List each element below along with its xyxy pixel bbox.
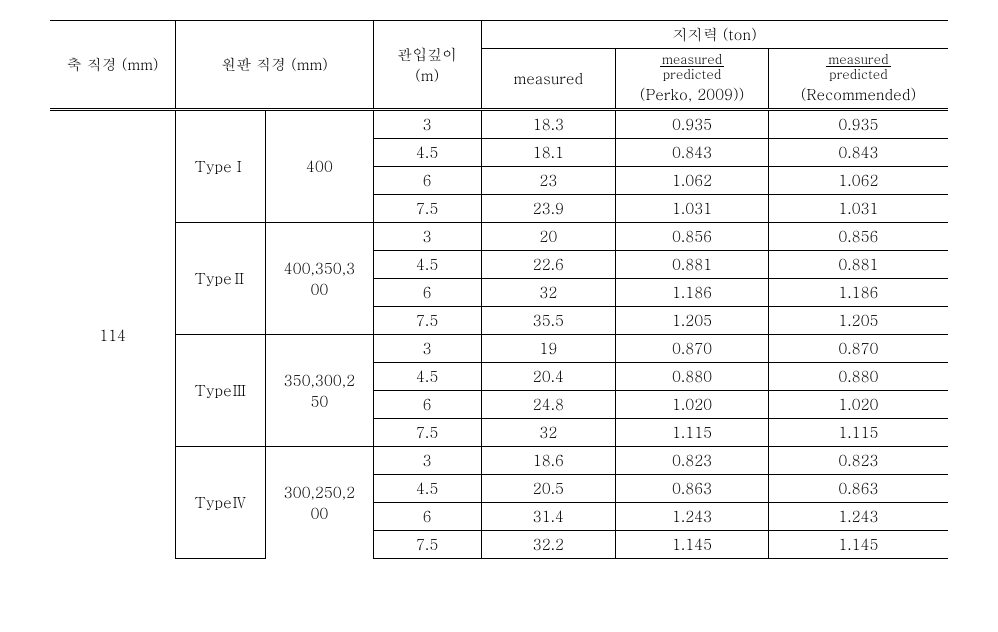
recommended-cell: 0.881 — [768, 251, 948, 279]
col-header-perko: measuredpredicted (Perko, 2009)) — [616, 49, 769, 110]
depth-cell: 7.5 — [373, 195, 481, 223]
perko-cell: 0.935 — [616, 110, 769, 139]
perko-cell: 0.856 — [616, 223, 769, 251]
recommended-cell: 1.186 — [768, 279, 948, 307]
measured-cell: 32 — [481, 279, 616, 307]
recommended-cell: 1.062 — [768, 167, 948, 195]
measured-cell: 32 — [481, 419, 616, 447]
depth-cell: 3 — [373, 447, 481, 475]
recommended-cell: 0.843 — [768, 139, 948, 167]
recommended-cell: 0.823 — [768, 447, 948, 475]
depth-cell: 7.5 — [373, 307, 481, 335]
depth-cell: 7.5 — [373, 419, 481, 447]
measured-cell: 24.8 — [481, 391, 616, 419]
disc-cell: 400 — [266, 110, 374, 223]
table-row: TypeⅢ350,300,2503190.8700.870 — [50, 335, 948, 363]
depth-cell: 3 — [373, 223, 481, 251]
perko-cell: 0.823 — [616, 447, 769, 475]
measured-cell: 22.6 — [481, 251, 616, 279]
measured-cell: 31.4 — [481, 503, 616, 531]
col-header-disc: 원판 직경 (mm) — [176, 21, 374, 110]
depth-cell: 3 — [373, 110, 481, 139]
measured-cell: 20.4 — [481, 363, 616, 391]
table-row: 114TypeⅠ400318.30.9350.935 — [50, 110, 948, 139]
measured-cell: 18.6 — [481, 447, 616, 475]
disc-cell: 300,250,200 — [266, 447, 374, 559]
recommended-cell: 0.870 — [768, 335, 948, 363]
type-cell: TypeⅢ — [176, 335, 266, 447]
perko-cell: 1.115 — [616, 419, 769, 447]
depth-cell: 7.5 — [373, 531, 481, 559]
depth-cell: 4.5 — [373, 363, 481, 391]
perko-cell: 0.881 — [616, 251, 769, 279]
type-cell: TypeⅡ — [176, 223, 266, 335]
depth-cell: 3 — [373, 335, 481, 363]
depth-cell: 4.5 — [373, 251, 481, 279]
data-table-container: 축 직경 (mm) 원판 직경 (mm) 관입깊이(m) 지지력 (ton) m… — [50, 20, 948, 559]
table-body: 114TypeⅠ400318.30.9350.9354.518.10.8430.… — [50, 110, 948, 559]
table-row: TypeⅡ400,350,3003200.8560.856 — [50, 223, 948, 251]
perko-cell: 1.186 — [616, 279, 769, 307]
perko-cell: 1.205 — [616, 307, 769, 335]
perko-cell: 0.880 — [616, 363, 769, 391]
depth-cell: 4.5 — [373, 139, 481, 167]
measured-cell: 35.5 — [481, 307, 616, 335]
depth-cell: 6 — [373, 503, 481, 531]
disc-cell: 400,350,300 — [266, 223, 374, 335]
perko-cell: 0.863 — [616, 475, 769, 503]
col-header-shaft: 축 직경 (mm) — [50, 21, 176, 110]
perko-cell: 0.870 — [616, 335, 769, 363]
depth-cell: 6 — [373, 391, 481, 419]
recommended-cell: 1.145 — [768, 531, 948, 559]
measured-cell: 18.1 — [481, 139, 616, 167]
type-cell: TypeⅠ — [176, 110, 266, 223]
measured-cell: 32.2 — [481, 531, 616, 559]
measured-cell: 19 — [481, 335, 616, 363]
table-row: TypeⅣ300,250,200318.60.8230.823 — [50, 447, 948, 475]
col-header-capacity: 지지력 (ton) — [481, 21, 948, 49]
recommended-cell: 1.115 — [768, 419, 948, 447]
recommended-cell: 0.935 — [768, 110, 948, 139]
perko-cell: 1.020 — [616, 391, 769, 419]
table-header: 축 직경 (mm) 원판 직경 (mm) 관입깊이(m) 지지력 (ton) m… — [50, 21, 948, 110]
depth-cell: 4.5 — [373, 475, 481, 503]
recommended-cell: 0.856 — [768, 223, 948, 251]
perko-cell: 0.843 — [616, 139, 769, 167]
depth-cell: 6 — [373, 279, 481, 307]
measured-cell: 20.5 — [481, 475, 616, 503]
recommended-cell: 1.205 — [768, 307, 948, 335]
type-cell: TypeⅣ — [176, 447, 266, 559]
perko-cell: 1.145 — [616, 531, 769, 559]
recommended-cell: 0.863 — [768, 475, 948, 503]
recommended-cell: 1.243 — [768, 503, 948, 531]
col-header-depth: 관입깊이(m) — [373, 21, 481, 110]
recommended-cell: 1.031 — [768, 195, 948, 223]
measured-cell: 23.9 — [481, 195, 616, 223]
perko-cell: 1.062 — [616, 167, 769, 195]
col-header-measured: measured — [481, 49, 616, 110]
recommended-cell: 1.020 — [768, 391, 948, 419]
perko-cell: 1.031 — [616, 195, 769, 223]
depth-cell: 6 — [373, 167, 481, 195]
col-header-recommended: measuredpredicted (Recommended) — [768, 49, 948, 110]
data-table: 축 직경 (mm) 원판 직경 (mm) 관입깊이(m) 지지력 (ton) m… — [50, 20, 948, 559]
perko-cell: 1.243 — [616, 503, 769, 531]
measured-cell: 23 — [481, 167, 616, 195]
shaft-cell: 114 — [50, 110, 176, 559]
measured-cell: 20 — [481, 223, 616, 251]
recommended-cell: 0.880 — [768, 363, 948, 391]
disc-cell: 350,300,250 — [266, 335, 374, 447]
measured-cell: 18.3 — [481, 110, 616, 139]
